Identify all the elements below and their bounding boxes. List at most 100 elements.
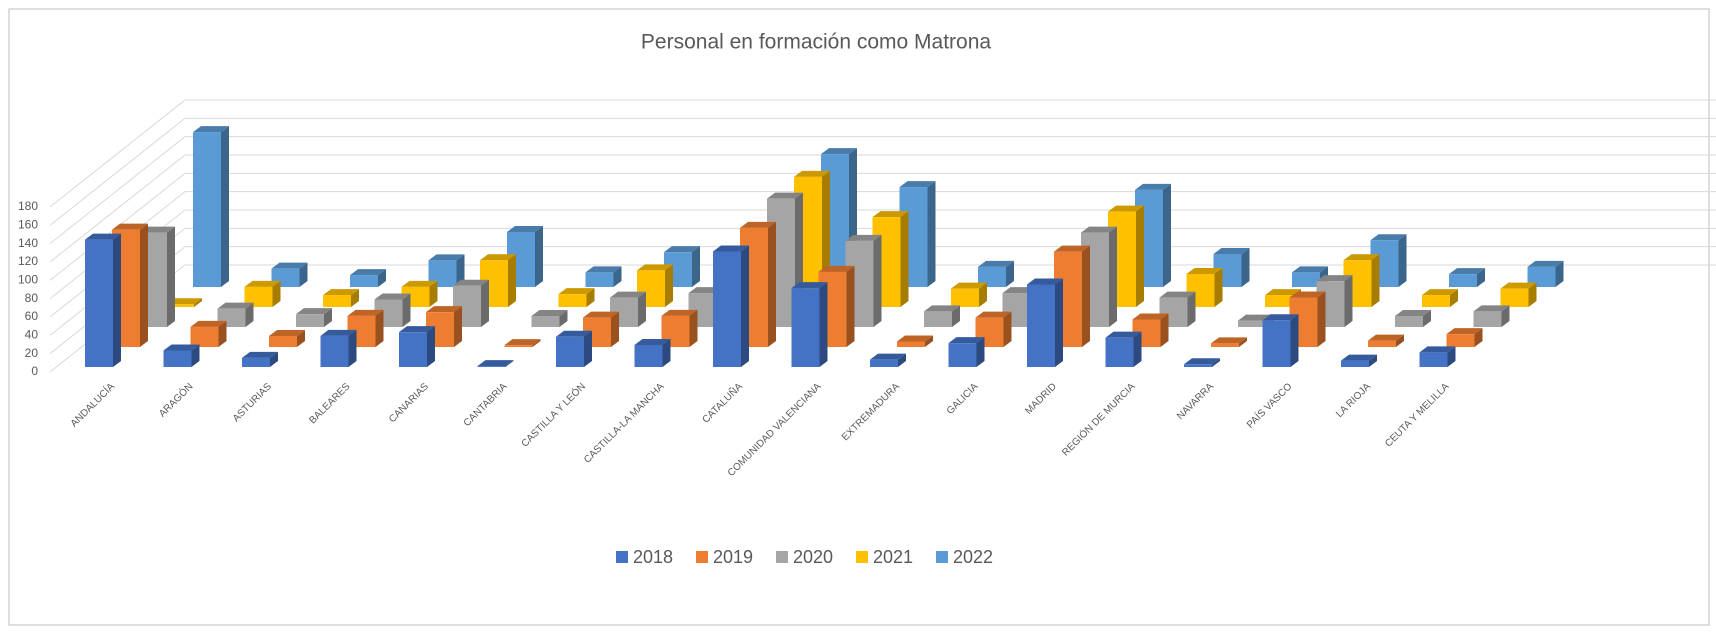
y-tick-label: 20	[25, 346, 39, 360]
bar-side	[613, 266, 622, 287]
bar-side	[1477, 268, 1485, 287]
bar	[870, 353, 906, 367]
bar-side	[1187, 291, 1196, 327]
bar-top	[1211, 337, 1247, 344]
y-tick-label: 160	[18, 218, 38, 232]
bar-top	[1368, 334, 1404, 341]
bar-side	[611, 311, 619, 347]
legend-label: 2021	[873, 547, 913, 567]
bar-top	[558, 288, 595, 295]
bar-top	[426, 306, 462, 313]
legend-label: 2020	[793, 547, 833, 567]
bar	[163, 344, 200, 367]
bar-side	[898, 353, 906, 367]
bar-side	[819, 282, 828, 367]
bar-top	[1316, 275, 1353, 282]
bar-top	[978, 260, 1014, 267]
bar-front	[1446, 334, 1475, 347]
bar-side	[638, 291, 646, 327]
bar	[531, 310, 568, 327]
bar-top	[637, 264, 673, 271]
bar-top	[791, 282, 828, 289]
bar-top	[1449, 268, 1485, 275]
bar-front	[1341, 360, 1369, 367]
bar-front	[924, 311, 952, 327]
bar-front	[1211, 343, 1239, 347]
bar-top	[585, 266, 622, 273]
bar-side	[586, 288, 595, 307]
bar-top	[1105, 331, 1142, 338]
bar-front	[85, 239, 113, 367]
bar	[713, 245, 749, 367]
bar-top	[163, 344, 200, 351]
bar-top	[242, 351, 278, 358]
bar	[320, 329, 357, 367]
bar-side	[402, 293, 411, 327]
bar-top	[1054, 245, 1090, 252]
bar-side	[505, 360, 514, 367]
bar-front	[558, 294, 587, 307]
bar-top	[1395, 310, 1431, 316]
bar-side	[245, 302, 254, 327]
bar-top	[320, 329, 357, 336]
bar-side	[689, 309, 698, 347]
bar-side	[270, 351, 278, 367]
bar	[323, 289, 359, 307]
bar-top	[740, 221, 776, 228]
bar-top	[1132, 313, 1169, 320]
bar-side	[665, 264, 673, 307]
bar-front	[504, 345, 533, 347]
bar-side	[532, 339, 541, 347]
bar-top	[531, 310, 568, 316]
bar-top	[269, 330, 305, 336]
legend-label: 2018	[633, 547, 673, 567]
bar-front	[791, 288, 820, 367]
bar-side	[456, 254, 465, 287]
bar-top	[872, 211, 909, 218]
bar-side	[1447, 346, 1456, 367]
bar-top	[634, 339, 671, 345]
bar-front	[1395, 316, 1423, 327]
bar	[1186, 268, 1223, 307]
bar-top	[897, 335, 933, 342]
bar-side	[1006, 260, 1014, 287]
bar-top	[1419, 346, 1456, 353]
bar-side	[925, 335, 933, 347]
bar-front	[1105, 337, 1134, 367]
bar-top	[1027, 278, 1063, 285]
bar-front	[634, 345, 663, 367]
bar	[556, 330, 592, 367]
bar-top	[1343, 254, 1380, 261]
bar-side	[927, 181, 936, 287]
bar-front	[870, 359, 898, 367]
bar-front	[1184, 364, 1212, 367]
bar-side	[1241, 248, 1250, 287]
bar-front	[1419, 352, 1448, 367]
bar	[1211, 337, 1247, 347]
bar-front	[350, 275, 378, 287]
y-tick-label: 180	[18, 199, 38, 213]
bar-top	[507, 226, 543, 232]
bar-top	[350, 269, 386, 276]
bar-side	[218, 320, 227, 347]
legend-swatch	[696, 551, 708, 563]
bar-top	[112, 223, 148, 230]
bar-top	[1186, 268, 1223, 274]
bar-side	[1082, 245, 1090, 347]
bar-side	[375, 309, 384, 347]
bar-top	[190, 320, 227, 327]
bar-side	[481, 279, 489, 327]
bar-top	[271, 262, 308, 269]
bar-side	[976, 337, 985, 367]
bar-front	[951, 288, 979, 307]
grid-line	[49, 99, 186, 208]
bar	[399, 326, 435, 367]
bar-top	[924, 305, 960, 312]
bar-side	[1396, 334, 1404, 347]
bar-front	[320, 335, 349, 367]
bar-front	[556, 336, 584, 367]
bar-side	[1163, 183, 1171, 287]
bar-front	[296, 314, 324, 327]
bar-top	[794, 170, 830, 177]
